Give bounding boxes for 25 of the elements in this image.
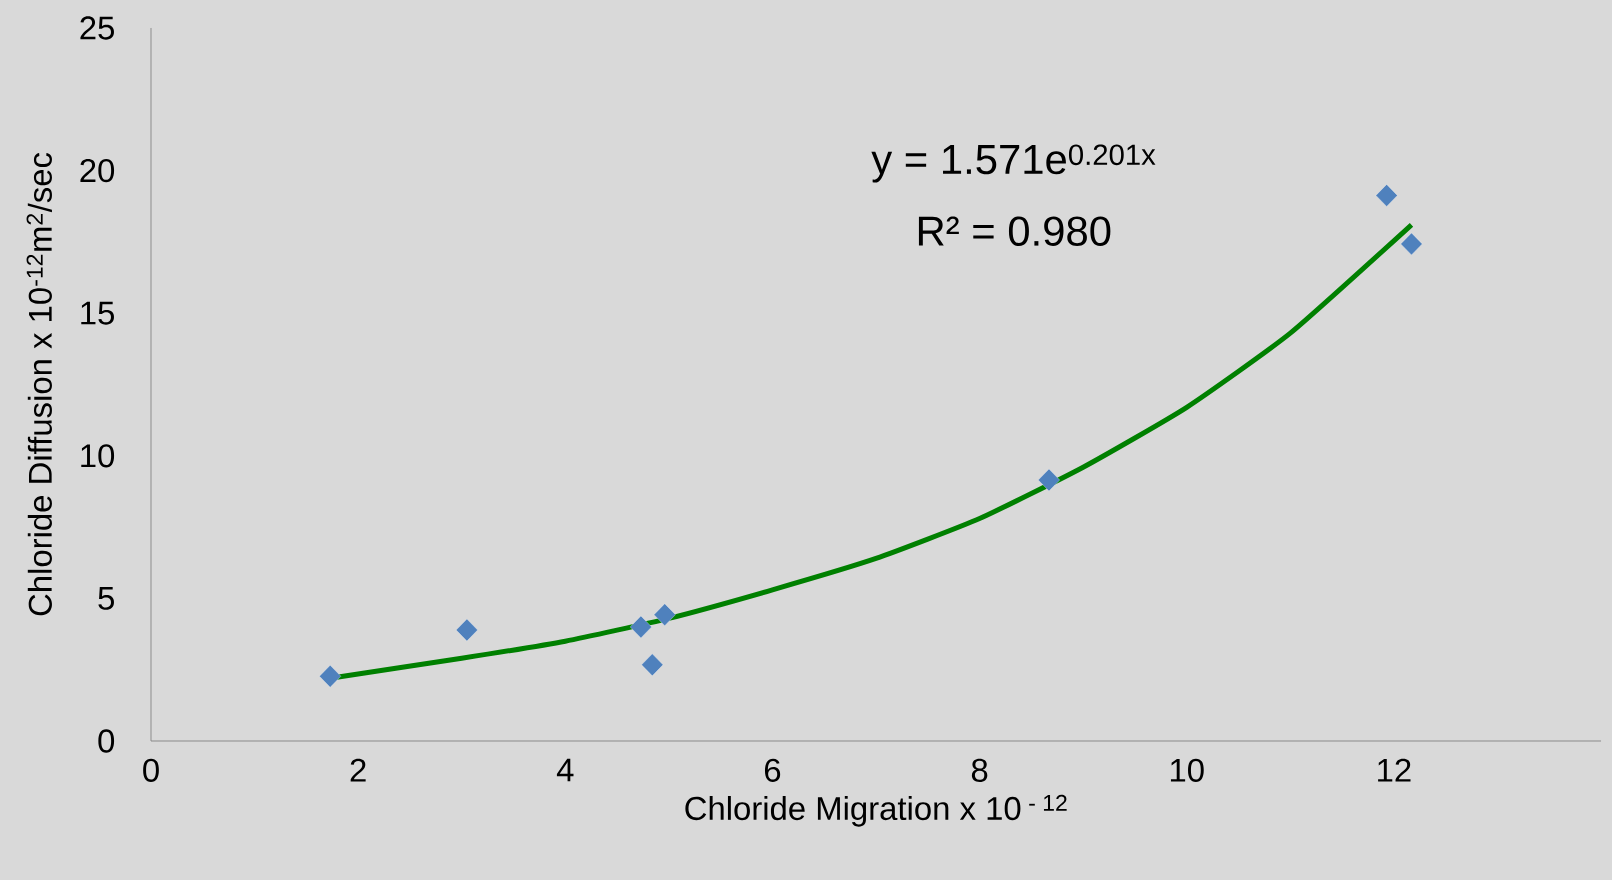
annotation: R² = 0.980: [918, 216, 1111, 247]
x-tick-label: 0: [143, 758, 159, 782]
x-axis-title: Chloride Migration x 10 $^{- 12}$: [685, 794, 1067, 827]
x-tick-label: 10: [1170, 758, 1204, 782]
y-tick-label: 15: [81, 301, 114, 325]
annotation: y = 1.571e$^{0.201x}$: [871, 144, 1156, 183]
x-tick-label: 6: [764, 758, 781, 782]
y-tick-label: 10: [81, 444, 115, 468]
x-tick-label: 12: [1378, 758, 1411, 782]
point: [1038, 468, 1060, 492]
x-tick-label: 4: [556, 758, 574, 782]
x-tick-label: 2: [350, 758, 366, 782]
y-tick-label: 5: [98, 586, 114, 610]
point: [653, 603, 676, 626]
y-tick-label: 20: [80, 158, 115, 183]
point: [319, 665, 342, 688]
point: [456, 618, 478, 642]
point: [641, 653, 664, 676]
y-tick-label: 25: [80, 16, 114, 40]
point: [1375, 184, 1398, 207]
y-tick-label: 0: [98, 729, 115, 753]
point: [630, 615, 652, 639]
x-tick-label: 8: [971, 758, 988, 782]
point: [1400, 232, 1423, 256]
y-axis-title: Chloride Diffusion x 10$^{-12}$m$^{2}$/sec: [26, 152, 52, 616]
